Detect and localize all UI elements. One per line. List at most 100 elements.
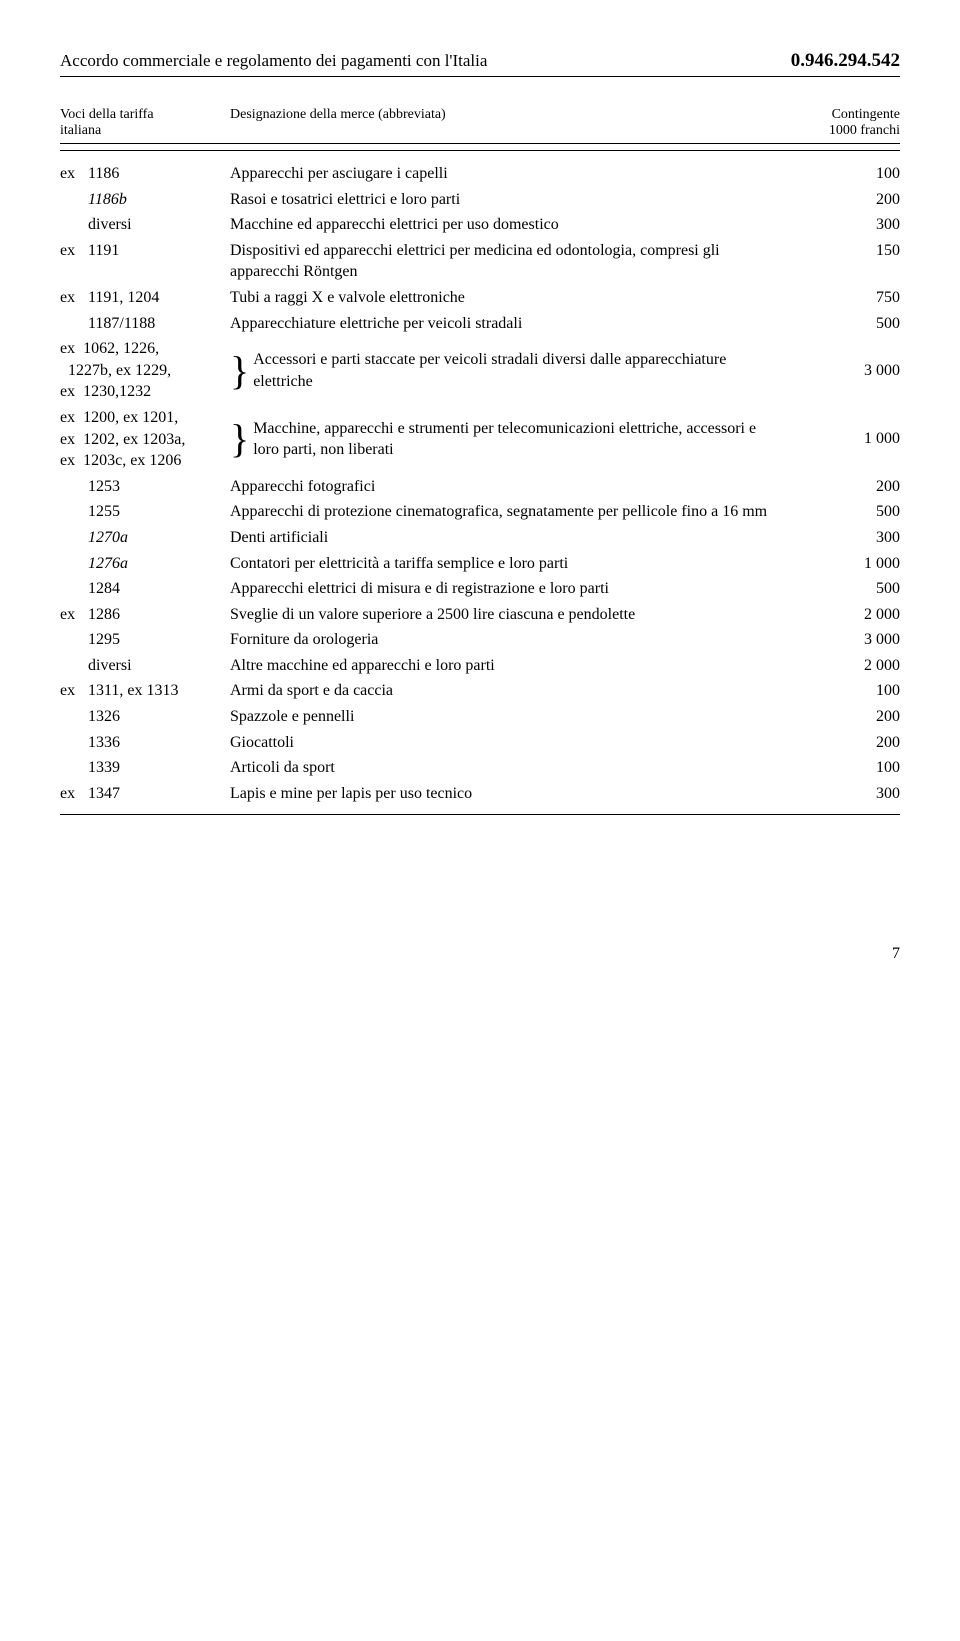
table-row: 1276aContatori per elettricità a tariffa…: [60, 551, 900, 577]
row-value: 1 000: [780, 553, 900, 575]
brace-code-line: ex 1062, 1226,: [60, 338, 230, 360]
brace-code-line: ex1202, ex 1203a,: [60, 429, 230, 451]
row-desc: Contatori per elettricità a tariffa semp…: [230, 553, 780, 575]
row-value: 100: [780, 757, 900, 779]
row-value: 300: [780, 214, 900, 236]
brace-prefix: ex: [60, 338, 75, 360]
row-prefix: ex: [60, 163, 80, 185]
brace1-value: 3 000: [780, 362, 900, 380]
row-value: 200: [780, 706, 900, 728]
row-code: 1253: [88, 476, 230, 498]
col-left-line1: Voci della tariffa: [60, 107, 230, 123]
row-prefix: ex: [60, 783, 80, 805]
brace-group-2: ex 1200, ex 1201,ex1202, ex 1203a,ex1203c…: [60, 405, 900, 474]
brace2-codes: ex 1200, ex 1201,ex1202, ex 1203a,ex1203c…: [60, 407, 230, 472]
row-value: 200: [780, 476, 900, 498]
row-desc: Articoli da sport: [230, 757, 780, 779]
row-code-cell: ex1191, 1204: [60, 287, 230, 309]
row-desc: Sveglie di un valore superiore a 2500 li…: [230, 604, 780, 626]
row-desc: Macchine ed apparecchi elettrici per uso…: [230, 214, 780, 236]
row-code-cell: ex1311, ex 1313: [60, 680, 230, 702]
table-row: 1255Apparecchi di protezione cinematogra…: [60, 499, 900, 525]
row-value: 100: [780, 163, 900, 185]
brace-prefix: ex: [60, 407, 75, 429]
doc-code: 0.946.294.542: [791, 50, 900, 72]
row-code-cell: 1284: [60, 578, 230, 600]
row-code: 1336: [88, 732, 230, 754]
row-desc: Altre macchine ed apparecchi e loro part…: [230, 655, 780, 677]
row-prefix: [60, 578, 80, 600]
row-code-cell: 1336: [60, 732, 230, 754]
row-code-cell: 1253: [60, 476, 230, 498]
row-value: 750: [780, 287, 900, 309]
row-desc: Spazzole e pennelli: [230, 706, 780, 728]
row-code: 1284: [88, 578, 230, 600]
brace-prefix: ex: [60, 429, 75, 451]
col-left-line2: italiana: [60, 123, 230, 139]
row-desc: Rasoi e tosatrici elettrici e loro parti: [230, 189, 780, 211]
table-row: ex1191Dispositivi ed apparecchi elettric…: [60, 238, 900, 285]
row-desc: Tubi a raggi X e valvole elettroniche: [230, 287, 780, 309]
doc-title: Accordo commerciale e regolamento dei pa…: [60, 51, 487, 71]
row-prefix: [60, 732, 80, 754]
row-code-cell: ex 1286: [60, 604, 230, 626]
page-header: Accordo commerciale e regolamento dei pa…: [60, 50, 900, 77]
row-desc: Forniture da orologeria: [230, 629, 780, 651]
row-prefix: [60, 655, 80, 677]
row-prefix: [60, 527, 80, 549]
row-value: 3 000: [780, 629, 900, 651]
table-row: ex1311, ex 1313Armi da sport e da caccia…: [60, 678, 900, 704]
row-value: 100: [780, 680, 900, 702]
row-code-cell: ex1347: [60, 783, 230, 805]
row-desc: Lapis e mine per lapis per uso tecnico: [230, 783, 780, 805]
row-code: 1191, 1204: [88, 287, 230, 309]
row-prefix: [60, 214, 80, 236]
row-prefix: ex: [60, 240, 80, 262]
brace-code-line: ex1203c, ex 1206: [60, 450, 230, 472]
row-code: 1191: [88, 240, 230, 262]
row-code-cell: diversi: [60, 214, 230, 236]
row-code-cell: 1187/1188: [60, 313, 230, 335]
row-code: 1286: [88, 604, 230, 626]
row-prefix: [60, 189, 80, 211]
row-desc: Apparecchi elettrici di misura e di regi…: [230, 578, 780, 600]
brace2-desc: Macchine, apparecchi e strumenti per tel…: [253, 418, 780, 461]
row-prefix: [60, 476, 80, 498]
row-code-cell: 1326: [60, 706, 230, 728]
row-code-cell: ex 1191: [60, 240, 230, 262]
col-header-left: Voci della tariffa italiana: [60, 107, 230, 139]
col-right-line1: Contingente: [780, 107, 900, 123]
row-code: 1326: [88, 706, 230, 728]
table-row: 1253Apparecchi fotografici200: [60, 474, 900, 500]
row-code-cell: 1339: [60, 757, 230, 779]
brace-code: 1200, ex 1201,: [83, 407, 178, 429]
row-prefix: [60, 706, 80, 728]
row-desc: Armi da sport e da caccia: [230, 680, 780, 702]
row-value: 2 000: [780, 604, 900, 626]
row-code-cell: 1255: [60, 501, 230, 523]
row-prefix: [60, 629, 80, 651]
row-code-cell: 1186b: [60, 189, 230, 211]
brace-code: 1062, 1226,: [83, 338, 159, 360]
brace1-desc: Accessori e parti staccate per veicoli s…: [253, 349, 780, 392]
table-row: ex1186Apparecchi per asciugare i capelli…: [60, 161, 900, 187]
row-code-cell: diversi: [60, 655, 230, 677]
brace1-codes: ex1062, 1226,1227b, ex 1229,ex1230,1232: [60, 338, 230, 403]
table-row: diversiAltre macchine ed apparecchi e lo…: [60, 653, 900, 679]
brace-code-line: 1227b, ex 1229,: [60, 360, 230, 382]
row-value: 200: [780, 732, 900, 754]
table-row: 1339Articoli da sport100: [60, 755, 900, 781]
table-row: 1186bRasoi e tosatrici elettrici e loro …: [60, 187, 900, 213]
column-headers: Voci della tariffa italiana Designazione…: [60, 107, 900, 144]
row-code: 1276a: [88, 553, 230, 575]
table-row: ex 1286Sveglie di un valore superiore a 2…: [60, 602, 900, 628]
row-prefix: [60, 501, 80, 523]
row-code-cell: 1270a: [60, 527, 230, 549]
row-prefix: ex: [60, 604, 80, 626]
row-prefix: [60, 313, 80, 335]
row-value: 500: [780, 578, 900, 600]
row-code: 1255: [88, 501, 230, 523]
brace-group-1: ex1062, 1226,1227b, ex 1229,ex1230,1232 …: [60, 336, 900, 405]
row-desc: Apparecchi fotografici: [230, 476, 780, 498]
row-code: 1311, ex 1313: [88, 680, 230, 702]
